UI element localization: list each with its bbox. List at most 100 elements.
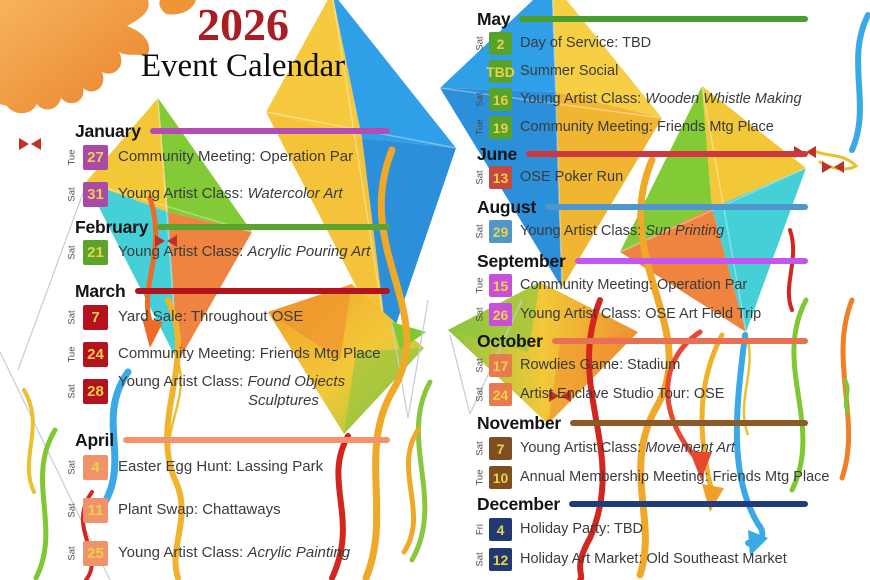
weekday-label: Sat: [474, 307, 486, 322]
event-row: Sat 29 Young Artist Class: Sun Printing: [475, 220, 808, 243]
event-title-text: Rowdies Game: Stadium: [520, 357, 681, 374]
event-title: Young Artist Class: Sun Printing: [520, 222, 724, 240]
page-title: Event Calendar: [140, 48, 346, 84]
month-name: March: [75, 280, 126, 301]
event-title-text: Plant Swap: Chattaways: [118, 501, 281, 519]
date-box: 26: [489, 303, 512, 326]
event-title-text: Young Artist Class:: [520, 223, 646, 240]
event-row: Tue 27 Community Meeting: Operation Par: [67, 145, 390, 170]
event-title: Artist Enclave Studio Tour: OSE: [520, 385, 724, 403]
date-box: 19: [489, 116, 512, 139]
date-box: TBD: [486, 60, 515, 83]
month-color-line: [519, 16, 808, 22]
month-header: January: [75, 120, 390, 142]
event-title-text: Easter Egg Hunt: Lassing Park: [118, 458, 324, 476]
date-box: 16: [489, 88, 512, 111]
event-title-text: OSE Poker Run: [520, 169, 624, 186]
weekday-label: Tue: [474, 469, 486, 486]
event-title-text: Day of Service: TBD: [520, 35, 652, 52]
date-box: 13: [489, 166, 512, 189]
event-title: Easter Egg Hunt: Lassing Park: [118, 458, 323, 477]
weekday-label: Sat: [66, 503, 78, 518]
event-title: Annual Membership Meeting: Friends Mtg P…: [520, 468, 829, 486]
event-title: Young Artist Class: Acrylic Painting: [118, 544, 350, 563]
weekday-label: Sat: [474, 552, 486, 567]
month-name: June: [477, 143, 518, 164]
event-title-text: Holiday Party: TBD: [520, 521, 644, 538]
weekday-label: Tue: [474, 277, 486, 294]
event-title: Yard Sale: Throughout OSE: [118, 308, 303, 327]
date-box: 15: [489, 274, 512, 297]
event-title-text: Young Artist Class:: [520, 91, 646, 108]
month-name: April: [75, 429, 114, 450]
event-title: Plant Swap: Chattaways: [118, 501, 281, 520]
event-row: Tue 10 Annual Membership Meeting: Friends …: [474, 466, 829, 489]
event-title: Young Artist Class: Found Objects Sculptu…: [118, 373, 345, 411]
event-row: Sat 21 Young Artist Class: Acrylic Pouring…: [67, 240, 390, 265]
weekday-label: Tue: [66, 346, 78, 363]
month-header: November: [477, 412, 808, 434]
month-color-line: [157, 224, 390, 230]
weekday-label: Tue: [474, 119, 486, 136]
event-title: Young Artist Class: OSE Art Field Trip: [520, 305, 761, 323]
event-title-text: Community Meeting: Friends Mtg Place: [520, 119, 774, 136]
event-title-text: Young Artist Class:: [118, 544, 248, 562]
event-row: Tue 15 Community Meeting: Operation Par: [474, 274, 808, 297]
event-title-text: Young Artist Class:: [118, 185, 248, 203]
event-row: Sat 2 Day of Service: TBD: [475, 32, 808, 55]
pennant-icon: [142, 318, 768, 556]
event-title: Young Artist Class: Acrylic Pouring Art: [118, 243, 370, 262]
year-title: 2026: [197, 0, 289, 50]
weekday-label: Sat: [66, 384, 78, 399]
event-title-text: Young Artist Class:: [118, 243, 248, 261]
weekday-label: Sat: [66, 245, 78, 260]
event-title-detail: Watercolor Art: [247, 185, 343, 203]
event-title: Summer Social: [520, 62, 618, 80]
month-header: August: [477, 196, 808, 218]
event-title-text: Artist Enclave Studio Tour: OSE: [520, 386, 725, 403]
event-title-text: Community Meeting: Operation Par: [118, 148, 354, 166]
month-header: June: [477, 143, 808, 165]
event-title: Community Meeting: Friends Mtg Place: [520, 118, 774, 136]
month-color-line: [569, 501, 808, 507]
event-title-line2: Sculptures: [248, 392, 345, 411]
ribbons-icon: [22, 12, 870, 580]
event-row: Sat 24 Artist Enclave Studio Tour: OSE: [475, 383, 808, 406]
month-color-line: [134, 288, 390, 294]
event-row: Sat 7 Young Artist Class: Movement Art: [474, 437, 808, 460]
event-row: Sat 26 Young Artist Class: OSE Art Field T…: [474, 303, 808, 326]
month-header: May: [477, 8, 808, 30]
month-name: February: [75, 216, 149, 237]
event-title-text: Community Meeting: Friends Mtg Place: [118, 345, 381, 363]
event-title-detail: Sun Printing: [645, 223, 725, 240]
month-header: September: [477, 250, 808, 272]
month-name: January: [75, 120, 141, 141]
event-row: Tue 19 Community Meeting: Friends Mtg Plac…: [474, 116, 808, 139]
event-title-text: Community Meeting: Operation Par: [520, 277, 748, 294]
weekday-label: Sat: [474, 441, 486, 456]
month-header: December: [477, 493, 808, 515]
date-box: 4: [489, 518, 512, 541]
event-title: Holiday Art Market: Old Southeast Market: [520, 550, 787, 568]
event-title: Day of Service: TBD: [520, 34, 651, 52]
calendar-column-left: January Tue 27 Community Meeting: Operation…: [67, 0, 390, 580]
weekday-label: Sat: [474, 92, 486, 107]
event-title-detail: Acrylic Pouring Art: [247, 243, 371, 261]
event-row: Sat 11 Plant Swap: Chattaways: [67, 498, 390, 523]
month-color-line: [570, 420, 808, 426]
event-row: Tue 24 Community Meeting: Friends Mtg Plac…: [67, 342, 390, 367]
event-row: Sat 4 Easter Egg Hunt: Lassing Park: [67, 455, 390, 480]
month-color-line: [551, 338, 808, 344]
month-color-line: [149, 128, 390, 134]
event-row: Sat 28 Young Artist Class: Found Objects Sc…: [67, 373, 390, 409]
month-section-october: October Sat 17 Rowdies Game: Stadium Sat 24 Ar…: [475, 330, 808, 406]
month-color-line: [574, 258, 808, 264]
date-box: 29: [489, 220, 512, 243]
date-box: 7: [83, 305, 108, 330]
event-row: Sat 7 Yard Sale: Throughout OSE: [67, 305, 390, 330]
month-section-april: April Sat 4 Easter Egg Hunt: Lassing Park Sa…: [67, 429, 390, 566]
weekday-label: Tue: [66, 149, 78, 166]
event-title: Community Meeting: Friends Mtg Place: [118, 345, 381, 364]
date-box: 17: [489, 354, 512, 377]
